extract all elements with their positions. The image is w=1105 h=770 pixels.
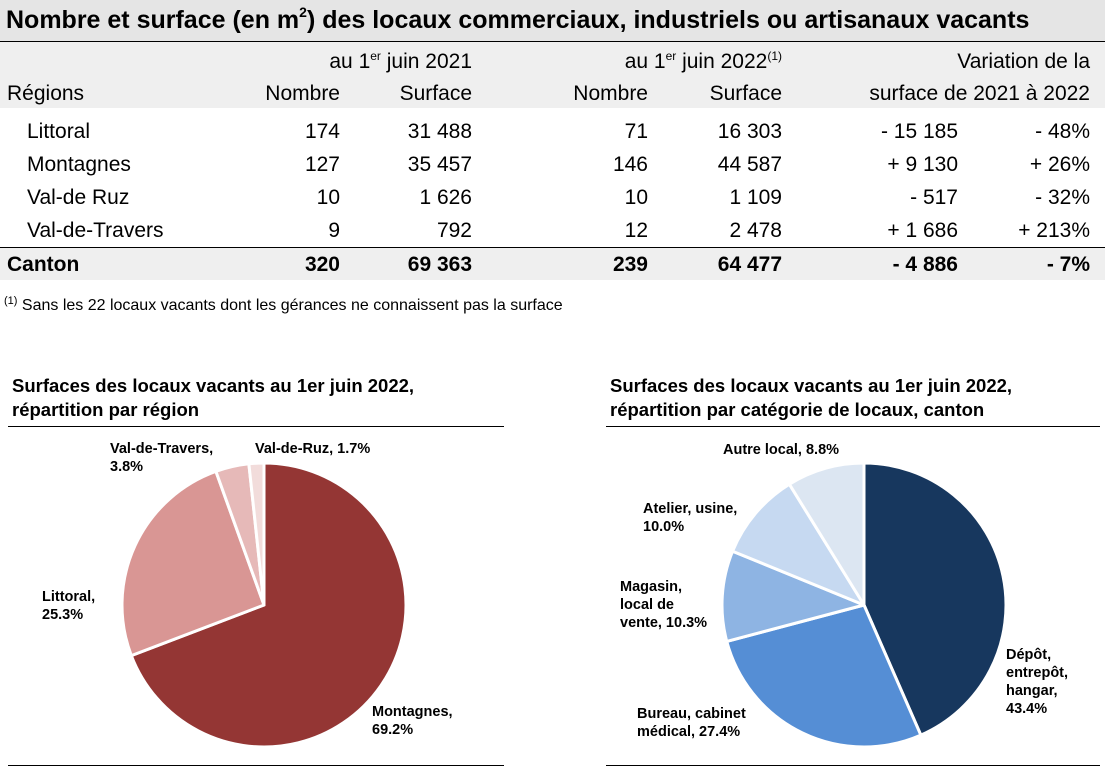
chart-category-title: Surfaces des locaux vacants au 1er juin … — [610, 374, 1012, 422]
slice-label-littoral: Littoral, 25.3% — [42, 589, 96, 623]
chart-category-title-rule — [606, 426, 1100, 427]
cell-surface-2022: 2 478 — [729, 219, 782, 242]
cell-variation-abs: - 517 — [910, 186, 958, 209]
table-total-row: Canton 320 69 363 239 64 477 - 4 886 - 7… — [0, 247, 1105, 280]
chart-region-bottom-rule — [8, 765, 504, 766]
cell-surface-2022: 1 109 — [729, 186, 782, 209]
cell-variation-pct: + 213% — [1018, 219, 1090, 242]
header-period-2022: au 1er juin 2022(1) — [624, 49, 782, 73]
slice-label-bureau: Bureau, cabinet médical, 27.4% — [637, 706, 746, 740]
chart-category-title-line2: répartition par catégorie de locaux, can… — [610, 399, 985, 420]
slice-label-montagnes: Montagnes, 69.2% — [372, 704, 453, 738]
cell-nombre-2021: 127 — [304, 153, 340, 176]
pie-slice-atelier-usine — [731, 482, 866, 607]
cell-nombre-2021: 9 — [328, 219, 340, 242]
vacancy-table: au 1er juin 2021 au 1er juin 2022(1) Var… — [0, 42, 1105, 248]
cell-variation-pct: - 7% — [1046, 253, 1090, 276]
cell-surface-2022: 44 587 — [717, 153, 782, 176]
pie-slice-val-de-ruz — [247, 461, 266, 607]
slice-label-val-de-ruz: Val-de-Ruz, 1.7% — [255, 441, 371, 457]
cell-variation-abs: - 15 185 — [880, 120, 958, 143]
table-title: Nombre et surface (en m2) des locaux com… — [0, 0, 1105, 42]
table-footnote: (1) Sans les 22 locaux vacants dont les … — [4, 295, 563, 314]
cell-nombre-2022: 71 — [624, 120, 648, 143]
table-row: Val-de-Travers 9 792 12 2 478 + 1 686 + … — [0, 215, 1105, 248]
header-surface-2022: Surface — [709, 82, 782, 105]
slice-label-atelier-usine: Atelier, usine, 10.0% — [643, 501, 738, 535]
slice-label-depot: Dépôt, entrepôt, hangar, 43.4% — [1006, 647, 1069, 717]
table-header: au 1er juin 2021 au 1er juin 2022(1) Var… — [0, 42, 1105, 108]
chart-category-bottom-rule — [606, 765, 1100, 766]
cell-nombre-2021: 320 — [304, 253, 340, 276]
slice-label-val-de-travers: Val-de-Travers, 3.8% — [110, 441, 214, 475]
chart-category-title-line1: Surfaces des locaux vacants au 1er juin … — [610, 375, 1013, 396]
cell-surface-2021: 69 363 — [407, 253, 472, 276]
cell-surface-2021: 35 457 — [407, 153, 472, 176]
cell-region: Littoral — [27, 120, 91, 143]
header-period-2021: au 1er juin 2021 — [329, 49, 472, 73]
table-row: Montagnes 127 35 457 146 44 587 + 9 130 … — [0, 149, 1105, 182]
table-row: Val-de Ruz 10 1 626 10 1 109 - 517 - 32% — [0, 182, 1105, 215]
cell-region: Val-de Ruz — [27, 186, 130, 209]
header-nombre-2022: Nombre — [573, 82, 648, 105]
cell-nombre-2022: 239 — [612, 253, 648, 276]
cell-surface-2022: 16 303 — [717, 120, 782, 143]
cell-variation-pct: - 32% — [1035, 186, 1090, 209]
chart-region-title-rule — [8, 426, 504, 427]
chart-region-title-line2: répartition par région — [12, 399, 200, 420]
slice-label-autre-local: Autre local, 8.8% — [723, 442, 840, 458]
cell-variation-pct: + 26% — [1029, 153, 1090, 176]
cell-surface-2021: 31 488 — [407, 120, 472, 143]
pie-slice-autre-local — [787, 461, 866, 607]
slice-label-magasin: Magasin, local de vente, 10.3% — [620, 579, 708, 631]
table-row: Littoral 174 31 488 71 16 303 - 15 185 -… — [0, 116, 1105, 149]
cell-variation-abs: + 9 130 — [887, 153, 958, 176]
cell-variation-abs: + 1 686 — [887, 219, 958, 242]
cell-variation-pct: - 48% — [1035, 120, 1090, 143]
cell-variation-abs: - 4 886 — [892, 253, 958, 276]
pie-slice-magasin-local-de-vente — [720, 549, 866, 643]
cell-nombre-2022: 146 — [612, 153, 648, 176]
cell-region: Val-de-Travers — [27, 219, 164, 242]
header-surface-2021: Surface — [399, 82, 472, 105]
cell-nombre-2021: 174 — [304, 120, 340, 143]
header-variation-line1: Variation de la — [957, 50, 1090, 73]
cell-nombre-2021: 10 — [316, 186, 340, 209]
chart-region-title-line1: Surfaces des locaux vacants au 1er juin … — [12, 375, 415, 396]
header-variation-line2: surface de 2021 à 2022 — [869, 82, 1090, 105]
cell-surface-2021: 1 626 — [419, 186, 472, 209]
pie-slice-depot-entrepot-hangar — [862, 461, 1008, 737]
cell-nombre-2022: 10 — [624, 186, 648, 209]
cell-surface-2021: 792 — [436, 219, 472, 242]
cell-surface-2022: 64 477 — [717, 253, 782, 276]
pie-slice-bureau-cabinet-medical — [725, 603, 923, 749]
cell-nombre-2022: 12 — [624, 219, 648, 242]
chart-region-title: Surfaces des locaux vacants au 1er juin … — [12, 374, 414, 422]
cell-region: Montagnes — [27, 153, 131, 176]
cell-region: Canton — [7, 253, 80, 276]
pie-slice-montagnes — [129, 461, 408, 749]
header-regions: Régions — [7, 82, 85, 105]
header-nombre-2021: Nombre — [265, 82, 340, 105]
pie-slice-littoral — [120, 469, 266, 658]
